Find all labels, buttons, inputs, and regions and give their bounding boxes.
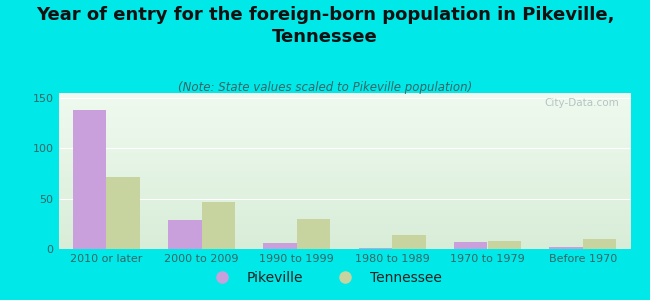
Text: Year of entry for the foreign-born population in Pikeville,
Tennessee: Year of entry for the foreign-born popul… — [36, 6, 614, 46]
Bar — [73, 110, 106, 249]
Bar — [202, 202, 235, 249]
Bar — [454, 242, 488, 249]
Text: City-Data.com: City-Data.com — [544, 98, 619, 108]
Legend: Pikeville, Tennessee: Pikeville, Tennessee — [203, 265, 447, 290]
Bar — [106, 176, 140, 249]
Text: (Note: State values scaled to Pikeville population): (Note: State values scaled to Pikeville … — [178, 81, 472, 94]
Bar — [359, 248, 392, 249]
Bar — [168, 220, 202, 249]
Bar — [392, 235, 426, 249]
Bar — [263, 243, 297, 249]
Bar — [297, 219, 330, 249]
Bar — [549, 247, 583, 249]
Bar — [488, 241, 521, 249]
Bar — [583, 239, 616, 249]
